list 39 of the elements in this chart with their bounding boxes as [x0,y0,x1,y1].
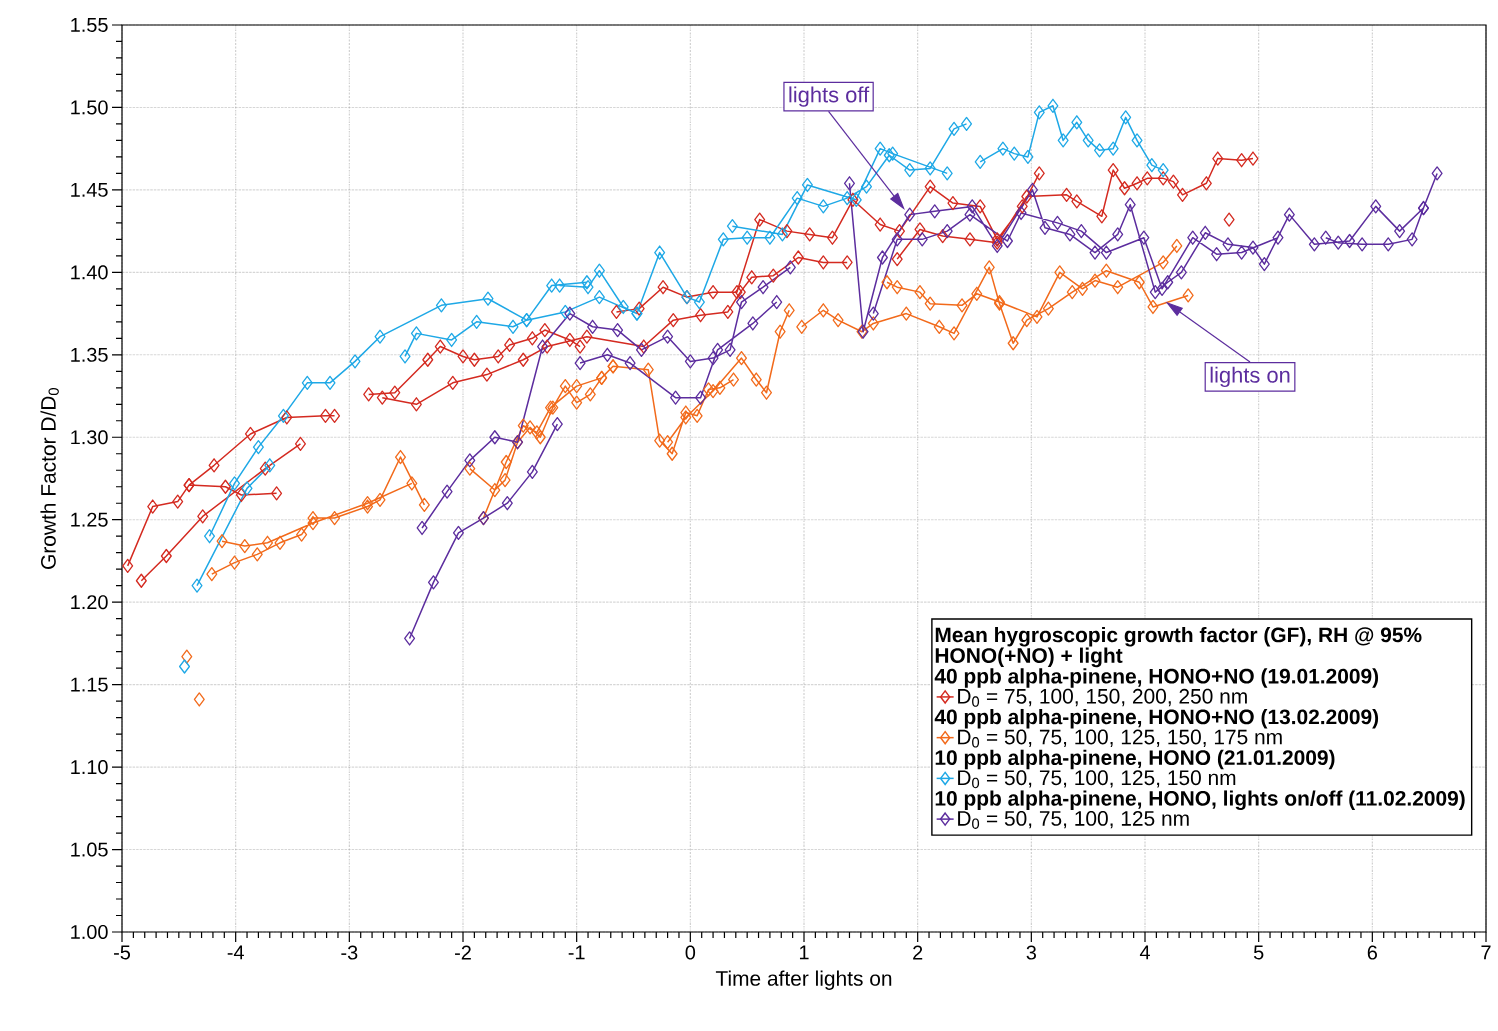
legend-label: D$_{0}$ = 75, 100, 150, 200, 250 nm [958,688,1247,707]
annotation: 40 ppb alpha-pinene, HONO+NO (19.01.2009) [934,668,1379,688]
legend-label: D$_{0}$ = 50, 75, 100, 125 nm [958,811,1189,829]
x-tick-label: 6 [1367,945,1377,960]
x-tick-label: 7 [1481,945,1491,960]
legend-label: D$_{0}$ = 50, 75, 100, 125, 150, 175 nm [958,729,1282,748]
x-tick-label: 4 [1139,945,1150,960]
y-tick-label: 1.30 [71,430,108,445]
annotation: HONO(+NO) + light [935,647,1123,668]
y-tick-label: 1.05 [71,842,108,857]
annotation: lights off [789,86,870,107]
annotation: 10 ppb alpha-pinene, HONO, lights on/off (11.02.2009) [935,790,1465,811]
annotation: lights on [1210,366,1290,388]
annotation: 40 ppb alpha-pinene, HONO+NO (13.02.2009) [934,708,1379,729]
x-tick-label: 3 [1026,945,1036,960]
y-tick-label: 1.25 [71,512,108,527]
y-tick-label: 1.55 [71,18,108,32]
legend-title: Mean hygroscopic growth factor (GF), RH @ 95% [935,626,1422,647]
y-tick-label: 1.00 [71,924,108,940]
x-tick-label: -1 [568,945,585,960]
x-tick-label: -5 [114,945,131,960]
x-tick-label: -2 [455,945,471,960]
x-axis-title: Time after lights on [715,970,892,990]
y-axis-title: Growth Factor D/D$_{0}$ [40,388,59,569]
x-tick-label: 1 [799,945,809,960]
y-tick-label: 1.35 [71,347,108,362]
x-tick-label: 0 [685,945,696,960]
y-tick-label: 1.45 [71,182,108,197]
annotation: 10 ppb alpha-pinene, HONO (21.01.2009) [935,749,1335,770]
x-tick-label: -3 [341,945,358,960]
x-tick-label: 5 [1253,945,1264,960]
y-tick-label: 1.20 [71,595,108,610]
y-tick-label: 1.50 [71,100,108,115]
x-tick-label: -4 [227,945,244,960]
legend-label: D$_{0}$ = 50, 75, 100, 125, 150 nm [958,770,1236,789]
y-tick-label: 1.40 [71,265,108,280]
y-tick-label: 1.15 [71,677,108,692]
x-tick-label: 2 [913,945,923,960]
y-tick-label: 1.10 [71,760,108,775]
